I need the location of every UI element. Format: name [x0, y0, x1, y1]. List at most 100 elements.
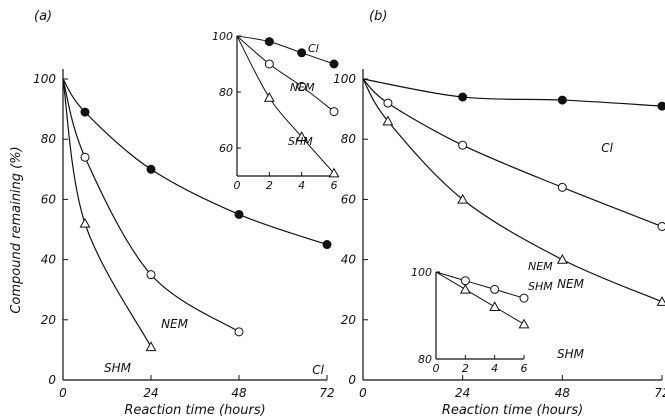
- inset-data-point: [489, 301, 501, 311]
- inset-data-point: [296, 131, 308, 141]
- y-tick-label: 60: [41, 192, 57, 206]
- series-label-nem: NEM: [161, 317, 189, 331]
- inset-series-shm: [236, 35, 340, 178]
- inset-x-tick-label: 2: [266, 179, 273, 192]
- x-tick-label: 24: [455, 386, 470, 400]
- inset-data-point: [518, 318, 530, 329]
- inset-data-point: [329, 59, 339, 69]
- series-cl: [62, 78, 332, 250]
- x-axis-label: Reaction time (hours): [442, 403, 583, 418]
- inset-x-tick-label: 6: [331, 179, 338, 192]
- panel-label: (a): [34, 9, 52, 24]
- inset-series-line: [236, 35, 335, 174]
- series-nem: [62, 78, 244, 337]
- x-tick-label: 24: [143, 386, 158, 400]
- y-tick-label: 80: [41, 132, 57, 146]
- data-point: [234, 209, 244, 219]
- data-point: [557, 182, 567, 192]
- x-tick-label: 48: [231, 386, 247, 400]
- data-point: [80, 107, 90, 117]
- data-point: [146, 270, 156, 280]
- inset-series-nem: [236, 35, 339, 117]
- y-tick-label: 20: [341, 313, 357, 327]
- y-tick-label: 40: [41, 253, 57, 267]
- data-point: [79, 217, 91, 228]
- y-tick-label: 60: [341, 192, 357, 206]
- series-line: [362, 78, 663, 228]
- inset-y-tick-label: 80: [418, 353, 432, 366]
- panel-label: (b): [369, 9, 387, 24]
- inset-series-line: [435, 271, 525, 299]
- inset-y-tick-label: 60: [219, 142, 233, 155]
- inset-data-point: [264, 37, 274, 47]
- y-tick-label: 40: [341, 253, 357, 267]
- inset-data-point: [264, 59, 274, 69]
- inset-series-label-shm: SHM: [288, 135, 313, 148]
- data-point: [80, 152, 90, 162]
- data-point: [557, 95, 567, 105]
- data-point: [556, 253, 568, 264]
- inset-data-point: [490, 284, 500, 294]
- inset-chart: 0 2 4 6 60 80 100 Cl NEM SHM: [212, 30, 340, 192]
- inset-data-point: [263, 91, 275, 102]
- inset-x-tick-label: 4: [298, 179, 305, 192]
- data-point: [458, 92, 468, 102]
- inset-series-label-shm: SHM: [528, 280, 553, 293]
- data-point: [657, 221, 665, 231]
- series-label-nem: NEM: [557, 277, 585, 291]
- inset-x-tick-label: 6: [521, 362, 528, 375]
- inset-series-label-cl: Cl: [308, 42, 319, 55]
- y-tick-label: 100: [333, 72, 356, 86]
- series-line: [62, 78, 240, 333]
- series-line: [362, 78, 663, 107]
- series-shm: [62, 78, 157, 352]
- y-tick-label: 100: [33, 72, 56, 86]
- inset-y-tick-label: 100: [212, 30, 233, 43]
- series-line: [62, 78, 328, 246]
- data-point: [657, 101, 665, 111]
- inset-y-tick-label: 100: [411, 266, 432, 279]
- inset-x-tick-label: 0: [234, 179, 241, 192]
- inset-series-label-nem: NEM: [528, 260, 553, 273]
- series-nem: [362, 78, 665, 231]
- y-tick-label: 0: [48, 373, 56, 387]
- y-tick-label: 20: [41, 313, 57, 327]
- data-point: [146, 164, 156, 174]
- inset-data-point: [297, 48, 307, 58]
- inset-data-point: [328, 167, 340, 178]
- y-tick-label: 80: [341, 132, 357, 146]
- data-point: [656, 296, 665, 306]
- series-line: [362, 78, 663, 303]
- inset-series-shm: [435, 271, 530, 329]
- inset-data-point: [329, 107, 339, 117]
- series-label-cl: Cl: [601, 141, 613, 155]
- inset-series-label-nem: NEM: [290, 81, 315, 94]
- inset-series-cl: [236, 35, 339, 69]
- x-tick-label: 0: [359, 386, 367, 400]
- inset-series-line: [236, 35, 335, 112]
- inset-series-line: [435, 271, 525, 325]
- x-tick-label: 72: [654, 386, 665, 400]
- data-point: [234, 327, 244, 337]
- data-point: [458, 140, 468, 150]
- inset-series-line: [236, 35, 335, 65]
- series-cl: [362, 78, 665, 111]
- series-label-shm: SHM: [557, 347, 585, 361]
- inset-data-point: [459, 283, 471, 294]
- data-point: [457, 193, 469, 204]
- inset-chart: 0 2 4 6 80 100 NEM SHM: [411, 260, 553, 375]
- inset-x-tick-label: 2: [462, 362, 469, 375]
- x-axis-label: Reaction time (hours): [124, 403, 265, 418]
- x-tick-label: 72: [319, 386, 334, 400]
- inset-x-tick-label: 4: [491, 362, 498, 375]
- data-point: [322, 240, 332, 250]
- x-tick-label: 48: [555, 386, 571, 400]
- data-point: [145, 341, 157, 352]
- series-label-cl: Cl: [312, 363, 324, 377]
- series-label-shm: SHM: [104, 361, 132, 375]
- data-point: [383, 98, 393, 108]
- inset-x-tick-label: 0: [433, 362, 440, 375]
